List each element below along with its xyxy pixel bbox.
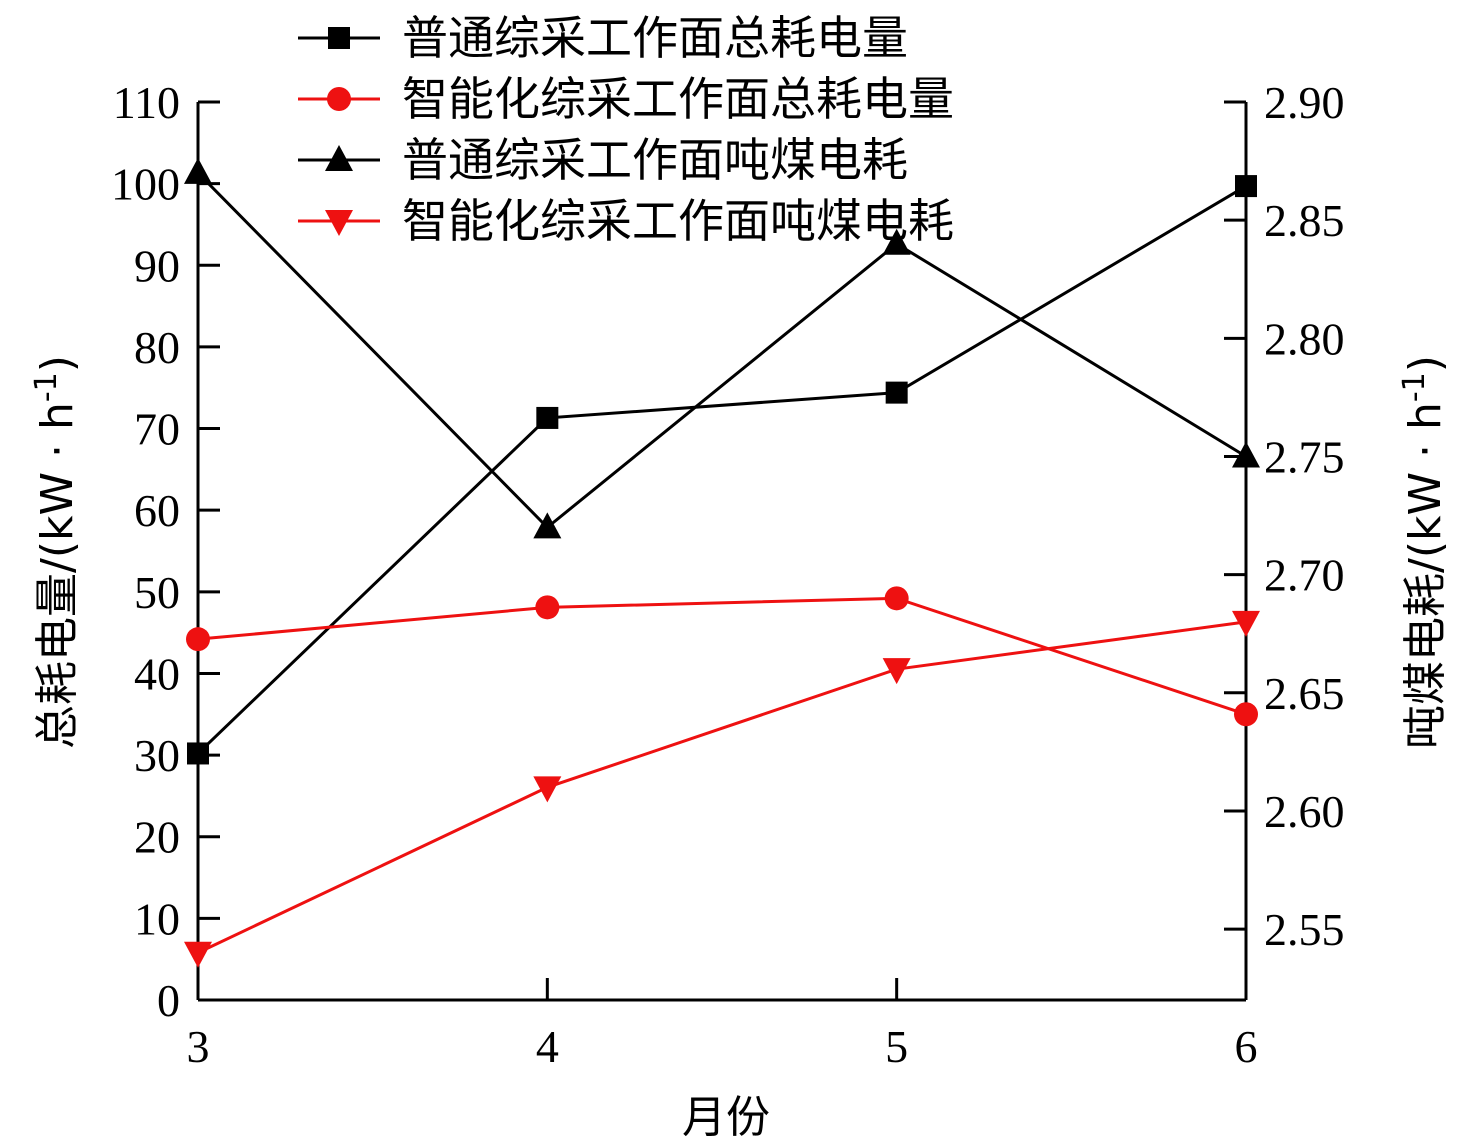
y-left-tick-label-90: 90	[134, 240, 180, 291]
x-axis-title: 月份	[682, 1092, 770, 1143]
y-right-tick-label-2.55: 2.55	[1264, 904, 1345, 955]
series-1-point-6	[1235, 175, 1257, 198]
series-4-line	[197, 620, 1247, 955]
y-left-tick-label-110: 110	[113, 77, 180, 128]
series-1-point-3	[187, 742, 209, 765]
series-4-point-5	[882, 658, 911, 685]
legend: 普通综采工作面总耗电量智能化综采工作面总耗电量普通综采工作面吨煤电耗智能化综采工…	[298, 11, 954, 248]
series-2-line	[197, 596, 1247, 716]
series-1	[187, 175, 1257, 765]
y-right-tick-label-2.90: 2.90	[1264, 77, 1345, 128]
y-right-tick-label-2.85: 2.85	[1264, 195, 1345, 246]
y-right-tick-label-2.80: 2.80	[1264, 313, 1345, 364]
series-1-point-5	[885, 381, 908, 404]
x-tick-label-4: 4	[536, 1021, 559, 1072]
y-right-tick-label-2.65: 2.65	[1264, 668, 1345, 719]
y-right-axis-title-close: )	[1400, 355, 1451, 372]
series-2-point-4	[535, 595, 560, 620]
y-right-axis-title-sup: -1	[1397, 372, 1432, 402]
series-2-point-3	[186, 627, 210, 652]
x-tick-label-3: 3	[187, 1021, 210, 1072]
series-3-line	[196, 171, 1247, 530]
y-right-tick-label-2.75: 2.75	[1264, 431, 1345, 482]
legend-label-4: 智能化综采工作面吨煤电耗	[402, 194, 954, 248]
legend-marker-3	[325, 145, 353, 171]
x-tick-label-6: 6	[1235, 1021, 1258, 1072]
y-left-tick-label-20: 20	[134, 812, 180, 863]
x-tick-label-5: 5	[885, 1021, 908, 1072]
y-left-tick-label-0: 0	[157, 975, 180, 1026]
legend-marker-2	[327, 87, 351, 111]
legend-item-2: 智能化综采工作面总耗电量	[298, 72, 954, 126]
y-right-axis-title-main: 吨煤电耗/(kW · h	[1400, 402, 1451, 749]
y-right-tick-label-2.60: 2.60	[1264, 786, 1345, 837]
series-3	[184, 157, 1260, 539]
legend-item-1: 普通综采工作面总耗电量	[298, 11, 908, 65]
y-left-tick-label-50: 50	[134, 567, 180, 618]
y-left-axis-title-sup: -1	[29, 372, 64, 402]
y-right-tick-label-2.70: 2.70	[1264, 550, 1345, 601]
series-4	[184, 610, 1260, 968]
plot-area	[184, 157, 1260, 968]
series-2-point-6	[1234, 702, 1258, 727]
y-left-tick-label-10: 10	[134, 893, 180, 944]
series-3-point-5	[882, 228, 911, 255]
series-4-point-4	[533, 776, 562, 803]
axes: 0 10 20 30 40 50 60 70 80 90 100 110 2.55 2.60 2.65 2.7…	[111, 77, 1345, 1072]
legend-marker-1	[328, 27, 350, 49]
y-left-axis-title: 总耗电量/(kW · h-1)	[29, 355, 83, 749]
legend-item-3: 普通综采工作面吨煤电耗	[298, 133, 908, 187]
y-left-axis-title-main: 总耗电量/(kW · h	[32, 402, 83, 749]
legend-marker-4	[325, 210, 353, 236]
series-4-point-6	[1232, 610, 1260, 637]
legend-label-2: 智能化综采工作面总耗电量	[402, 72, 954, 126]
series-1-point-4	[536, 406, 559, 429]
y-left-tick-label-40: 40	[134, 648, 180, 699]
series-2-point-5	[884, 586, 909, 611]
series-3-point-6	[1232, 441, 1260, 468]
series-3-point-3	[184, 157, 212, 184]
series-4-point-3	[184, 941, 212, 968]
y-left-tick-label-60: 60	[134, 485, 180, 536]
legend-label-1: 普通综采工作面总耗电量	[402, 11, 908, 65]
series-2	[186, 586, 1258, 727]
series-3-point-4	[533, 512, 562, 539]
y-left-tick-label-100: 100	[111, 159, 180, 210]
y-left-tick-label-70: 70	[134, 404, 180, 455]
y-left-tick-label-80: 80	[134, 322, 180, 373]
y-left-tick-label-30: 30	[134, 730, 180, 781]
y-left-axis-title-close: )	[32, 355, 83, 372]
legend-label-3: 普通综采工作面吨煤电耗	[402, 133, 908, 187]
y-right-axis-title: 吨煤电耗/(kW · h-1)	[1397, 355, 1451, 749]
series-1-line	[196, 184, 1247, 755]
legend-item-4: 智能化综采工作面吨煤电耗	[298, 194, 954, 248]
